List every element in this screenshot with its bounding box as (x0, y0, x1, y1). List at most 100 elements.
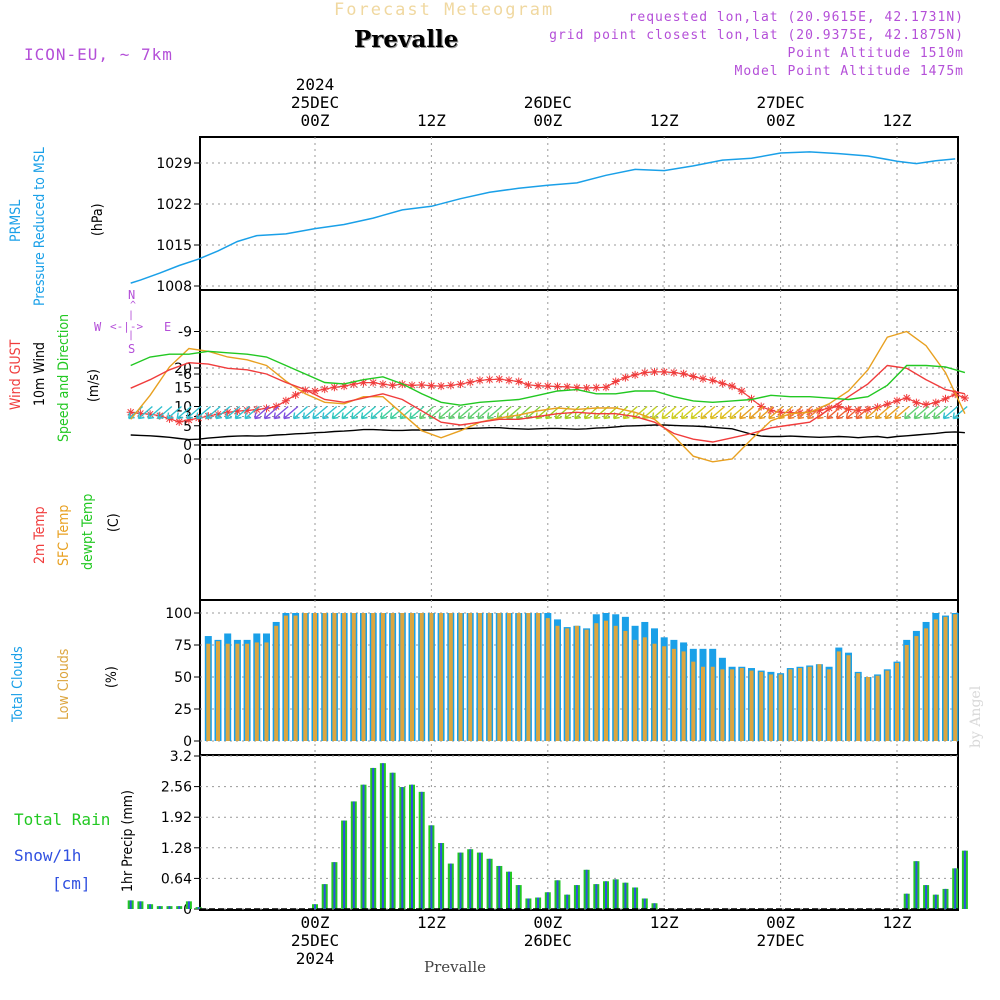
snow-bar (139, 901, 142, 909)
low-cloud-bar (710, 666, 715, 741)
low-cloud-bar (681, 651, 686, 741)
gust-marker (524, 380, 533, 389)
gust-marker (408, 381, 416, 390)
sfc-temp-line (130, 330, 966, 463)
gust-marker (786, 408, 795, 417)
low-cloud-bar (206, 643, 211, 741)
rose-east: E (164, 320, 172, 334)
gust-marker (728, 382, 737, 391)
gust-marker (514, 377, 523, 386)
snow-bar (556, 880, 559, 909)
snow-bar (372, 767, 375, 909)
y-tick-label: 1.92 (161, 810, 192, 826)
y-tick-label: 0 (183, 452, 192, 468)
wind-arrow (225, 405, 241, 420)
low-cloud-bar (458, 613, 463, 741)
gust-marker (941, 394, 950, 403)
y-tick-label: 0.64 (161, 871, 192, 887)
gust-marker (689, 372, 698, 381)
gust-marker (854, 406, 863, 415)
wind-arrow (147, 405, 163, 420)
rose-west: W (94, 320, 102, 334)
snow-bar (459, 852, 462, 909)
low-cloud-bar (516, 613, 521, 741)
low-cloud-bar (652, 643, 657, 741)
gust-marker (960, 394, 969, 403)
wind-arrow (448, 405, 464, 420)
model-point-altitude: Model Point Altitude 1475m (734, 64, 964, 79)
low-cloud-bar (303, 613, 308, 741)
snow-bar (605, 881, 607, 909)
low-cloud-bar (497, 613, 502, 741)
snow-bar (517, 885, 520, 909)
low-cloud-bar (895, 662, 899, 741)
gust-marker (456, 380, 465, 389)
gust-marker (184, 415, 193, 424)
gust-marker (931, 398, 940, 407)
wind-arrow (952, 405, 968, 420)
rose-south: S (128, 342, 136, 356)
low-cloud-bar (584, 629, 589, 741)
gust-marker (505, 376, 513, 385)
gust-marker (311, 387, 319, 396)
wind-arrow (322, 405, 338, 420)
snow-bar (963, 850, 966, 909)
wind-arrow (457, 405, 473, 420)
y-tick-label: 1029 (156, 156, 192, 172)
gust-marker (126, 408, 135, 417)
time-label: 27DEC 00Z (756, 93, 805, 130)
gust-marker (437, 382, 446, 391)
snow-bar (391, 772, 394, 909)
wind-arrow (719, 405, 735, 420)
gust-marker (766, 406, 775, 415)
wind-arrow (942, 405, 958, 420)
low-cloud-bar (778, 674, 783, 741)
gust-marker (863, 405, 872, 414)
snow-bar (430, 825, 433, 909)
y-tick-label: 0 (183, 902, 192, 918)
gust-marker (446, 381, 455, 390)
snow-bar (129, 900, 132, 909)
low-cloud-bar (390, 613, 395, 741)
wind-arrow (661, 405, 677, 420)
wind-arrow (205, 405, 221, 420)
wind-arrow (157, 405, 173, 420)
wind-arrow (302, 405, 318, 420)
gust-marker (340, 382, 349, 391)
wind-arrow (234, 405, 250, 420)
gust-marker (243, 406, 252, 415)
wind-arrow (419, 405, 435, 420)
low-cloud-bar (953, 614, 958, 741)
wind-arrow (176, 405, 192, 420)
low-cloud-bar (361, 613, 366, 741)
y-tick-label: -9 (178, 325, 192, 341)
y-tick-label: 100 (165, 606, 192, 622)
wind-arrow (865, 405, 881, 420)
gust-marker (572, 383, 581, 392)
time-label: 12Z (649, 913, 679, 932)
wind-arrow (748, 405, 764, 420)
low-cloud-bar (836, 651, 841, 741)
snow-bar (420, 791, 423, 909)
wind-arrow (845, 405, 861, 420)
low-cloud-bar (400, 613, 405, 741)
gust-marker (611, 377, 620, 386)
low-cloud-bar (943, 616, 948, 741)
wind-arrow (836, 405, 852, 420)
wind-arrow (380, 405, 396, 420)
snow-bar (314, 904, 316, 909)
wind-arrow (244, 405, 260, 420)
gust-marker (834, 402, 843, 411)
low-cloud-bar (885, 670, 890, 741)
wind-line (130, 424, 965, 441)
panel-4 (199, 754, 959, 911)
snow-bar (527, 898, 530, 909)
wind-arrow (341, 405, 357, 420)
low-cloud-bar (225, 643, 230, 741)
low-cloud-bar (604, 620, 608, 741)
wind-arrow (438, 405, 454, 420)
wind-arrow (389, 405, 406, 420)
wind-arrow (923, 405, 939, 420)
gust-marker (175, 417, 184, 426)
wind-arrow (215, 405, 231, 420)
